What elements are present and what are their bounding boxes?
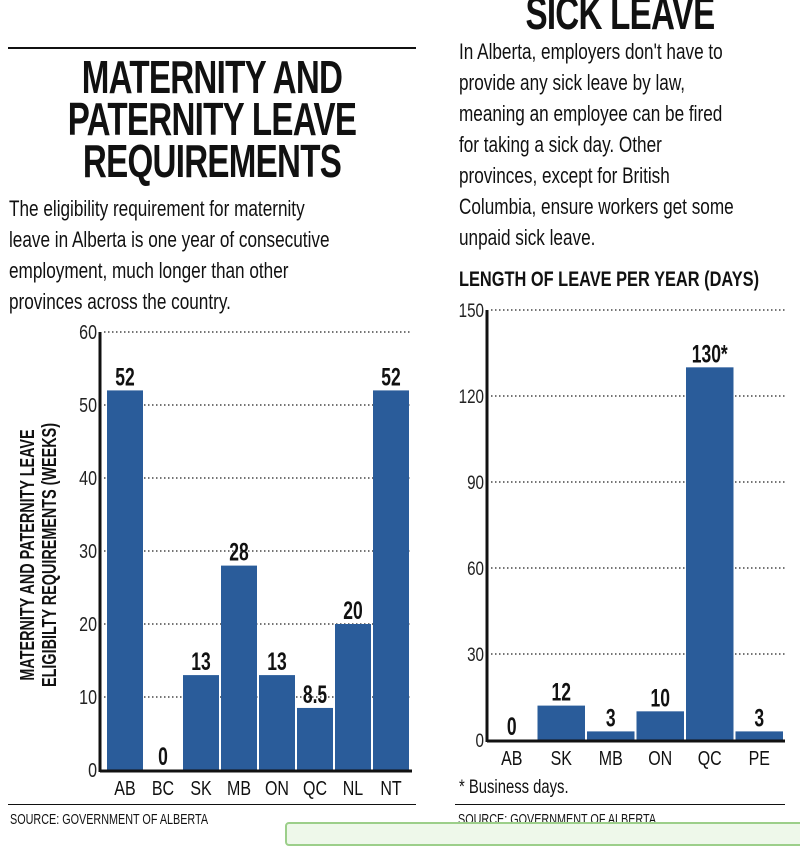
left-title-line: MATERNITY AND bbox=[81, 51, 343, 103]
y-tick-label: 90 bbox=[467, 471, 484, 493]
y-tick-label: 0 bbox=[88, 759, 97, 781]
data-label: 8.5 bbox=[303, 680, 327, 709]
data-label: 3 bbox=[754, 703, 764, 732]
bar bbox=[373, 390, 409, 770]
bar bbox=[686, 367, 734, 740]
left-top-rule bbox=[8, 47, 416, 49]
y-tick-label: 150 bbox=[459, 299, 484, 321]
body-line: employment, much longer than other bbox=[9, 258, 289, 283]
bar bbox=[297, 707, 333, 770]
data-label: 3 bbox=[606, 703, 616, 732]
bar bbox=[183, 675, 219, 770]
data-label: 10 bbox=[651, 683, 670, 712]
data-label: 28 bbox=[229, 537, 248, 566]
bar bbox=[335, 624, 371, 770]
data-label: 52 bbox=[381, 362, 400, 391]
data-label: 13 bbox=[267, 647, 286, 676]
y-axis-label-line: ELIGIBILTY REQUIREMENTS (WEEKS) bbox=[38, 423, 61, 687]
y-tick-label: 0 bbox=[476, 729, 484, 751]
body-line: provinces across the country. bbox=[9, 289, 231, 314]
body-line: meaning an employee can be fired bbox=[459, 101, 723, 126]
y-axis-label: MATERNITY AND PATERNITY LEAVEELIGIBILTY … bbox=[16, 423, 61, 687]
bar bbox=[587, 731, 635, 740]
maternity-chart: 0 10 20 30 40 50 60 52 AB 0 BC 13 SK 28 MB 13 ON 8.5 QC 20 N… bbox=[16, 321, 412, 799]
left-title-line: REQUIREMENTS bbox=[82, 135, 342, 187]
body-line: for taking a sick day. Other bbox=[459, 132, 662, 157]
y-tick-label: 20 bbox=[79, 613, 97, 635]
data-label: 20 bbox=[343, 596, 362, 625]
bar bbox=[221, 565, 257, 770]
y-tick-label: 30 bbox=[467, 643, 484, 665]
body-line: The eligibility requirement for maternit… bbox=[9, 196, 305, 221]
left-source: SOURCE: GOVERNMENT OF ALBERTA bbox=[10, 811, 209, 828]
x-tick-label: QC bbox=[303, 777, 327, 799]
body-line: In Alberta, employers don't have to bbox=[459, 39, 723, 64]
x-tick-label: AB bbox=[501, 747, 522, 769]
data-label: 130* bbox=[692, 339, 728, 368]
x-tick-label: NT bbox=[380, 777, 401, 799]
data-label: 0 bbox=[507, 712, 517, 741]
right-title: SICK LEAVE bbox=[525, 0, 715, 39]
bar bbox=[259, 675, 295, 770]
data-label: 0 bbox=[158, 742, 168, 771]
x-tick-label: ON bbox=[648, 747, 672, 769]
y-tick-label: 50 bbox=[79, 394, 97, 416]
bar bbox=[636, 711, 684, 740]
footer-banner bbox=[285, 822, 800, 846]
footnote: * Business days. bbox=[459, 777, 569, 798]
y-tick-label: 30 bbox=[79, 540, 97, 562]
sick-leave-chart: 0 30 60 90 120 150 0 AB 12 SK 3 MB 10 ON 130* QC 3 PE bbox=[459, 299, 785, 769]
body-line: provinces, except for British bbox=[459, 163, 670, 188]
bar bbox=[537, 705, 585, 740]
x-tick-label: MB bbox=[599, 747, 623, 769]
x-tick-label: ON bbox=[265, 777, 289, 799]
left-bottom-rule bbox=[8, 804, 416, 805]
x-tick-label: PE bbox=[749, 747, 770, 769]
right-body-text: In Alberta, employers don't have to prov… bbox=[459, 36, 734, 253]
bar bbox=[735, 731, 783, 740]
body-line: Columbia, ensure workers get some bbox=[459, 194, 734, 219]
data-label: 52 bbox=[115, 362, 134, 391]
y-tick-label: 120 bbox=[459, 385, 484, 407]
right-bottom-rule bbox=[455, 804, 785, 805]
body-line: unpaid sick leave. bbox=[459, 225, 596, 250]
y-tick-label: 10 bbox=[79, 686, 97, 708]
x-tick-label: NL bbox=[343, 777, 363, 799]
left-title-line: PATERNITY LEAVE bbox=[67, 93, 357, 145]
x-tick-label: AB bbox=[114, 777, 135, 799]
left-title: MATERNITY AND PATERNITY LEAVE REQUIREMEN… bbox=[59, 51, 364, 187]
bar bbox=[107, 390, 143, 770]
y-tick-label: 60 bbox=[467, 557, 484, 579]
left-body-text: The eligibility requirement for maternit… bbox=[9, 193, 330, 317]
x-tick-label: BC bbox=[152, 777, 174, 799]
data-label: 12 bbox=[552, 677, 571, 706]
x-tick-label: SK bbox=[551, 747, 572, 769]
x-tick-label: SK bbox=[190, 777, 211, 799]
y-tick-label: 40 bbox=[79, 467, 97, 489]
x-tick-label: MB bbox=[227, 777, 251, 799]
body-line: leave in Alberta is one year of consecut… bbox=[9, 227, 330, 252]
chart-heading: LENGTH OF LEAVE PER YEAR (DAYS) bbox=[459, 268, 760, 291]
y-tick-label: 60 bbox=[79, 321, 97, 343]
data-label: 13 bbox=[191, 647, 210, 676]
y-axis-label-line: MATERNITY AND PATERNITY LEAVE bbox=[16, 429, 39, 680]
x-tick-label: QC bbox=[698, 747, 722, 769]
body-line: provide any sick leave by law, bbox=[459, 70, 686, 95]
